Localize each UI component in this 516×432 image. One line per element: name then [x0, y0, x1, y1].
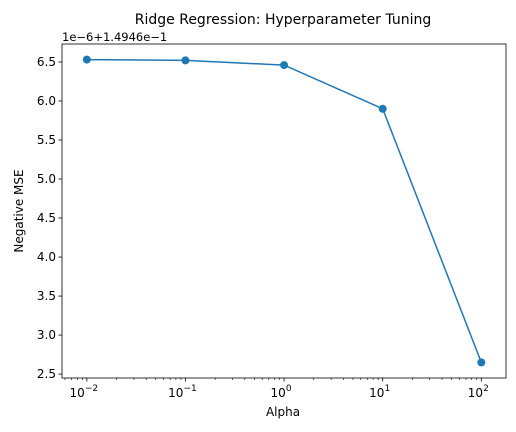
data-point — [378, 104, 387, 113]
data-point — [82, 55, 91, 64]
y-tick-label: 3.5 — [37, 289, 56, 303]
data-point — [280, 61, 289, 70]
y-tick-label: 3.0 — [37, 328, 56, 342]
x-tick-label: 10−2 — [70, 384, 99, 400]
y-tick-label: 4.0 — [37, 250, 56, 264]
data-point — [181, 56, 190, 65]
y-tick-label: 6.5 — [37, 55, 56, 69]
y-tick-label: 6.0 — [37, 94, 56, 108]
series-line — [86, 58, 482, 363]
plot-frame — [61, 43, 507, 379]
y-tick-label: 4.5 — [37, 211, 56, 225]
y-axis-label: Negative MSE — [12, 169, 26, 252]
chart-title: Ridge Regression: Hyperparameter Tuning — [135, 12, 431, 28]
x-tick-label: 10−1 — [168, 384, 197, 400]
y-tick-label: 5.0 — [37, 172, 56, 186]
x-axis-label: Alpha — [266, 405, 300, 419]
x-tick-label: 100 — [271, 384, 292, 400]
x-tick-label: 102 — [468, 384, 489, 400]
y-tick-label: 5.5 — [37, 133, 56, 147]
data-point — [477, 358, 486, 367]
plot-area: 10−2 10−1 100 101 102 2.5 3.0 3.5 4.0 4.5 5.0 5.5 6.… — [37, 43, 507, 400]
y-tick-label: 2.5 — [37, 367, 56, 381]
x-tick-label: 101 — [369, 384, 390, 400]
y-offset-label: 1e−6+1.4946e−1 — [62, 30, 167, 44]
